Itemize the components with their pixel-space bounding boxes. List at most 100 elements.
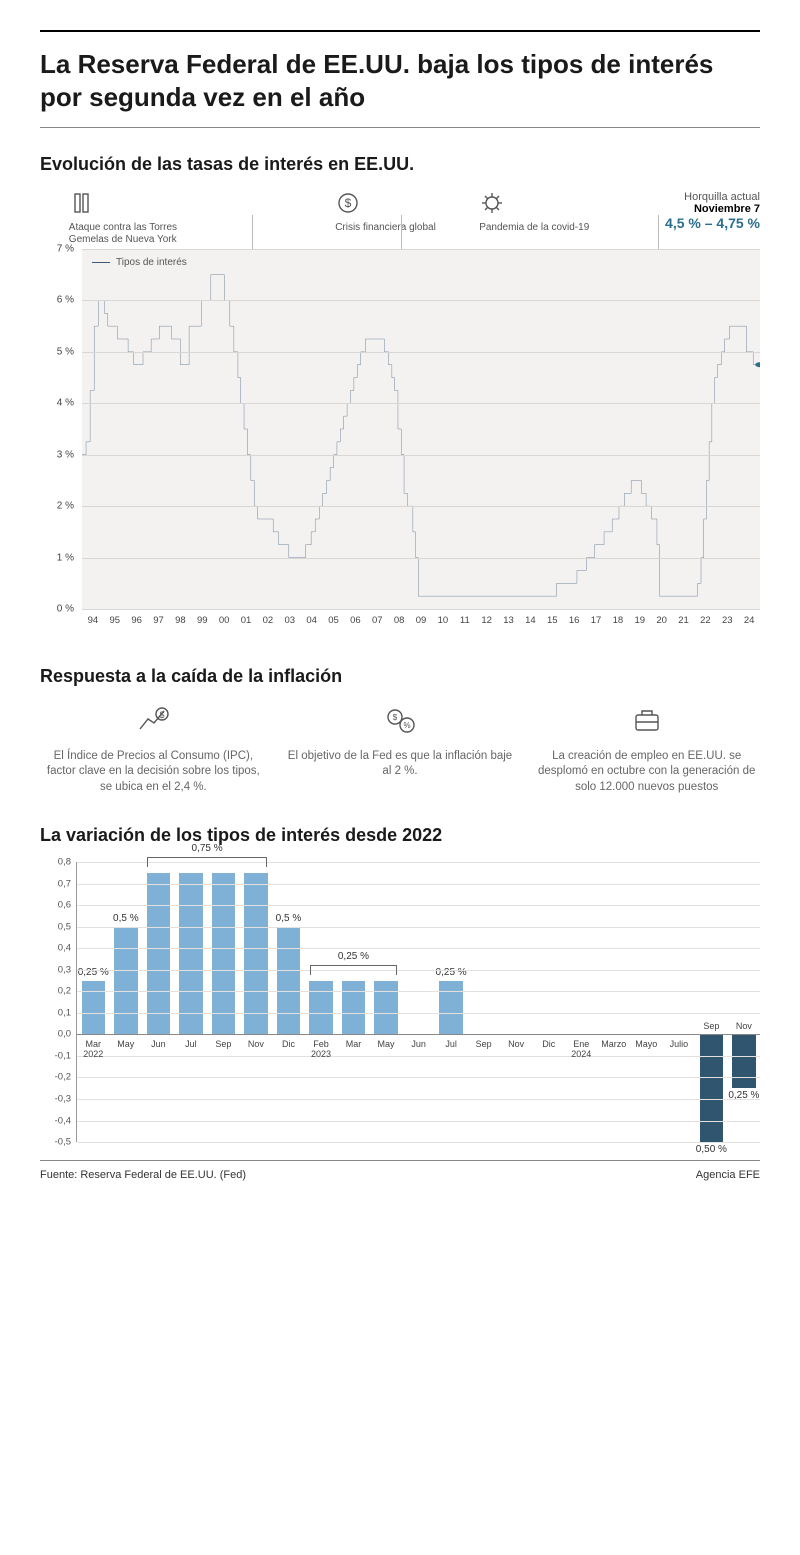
bar-x-label: Sep: [467, 1040, 500, 1060]
y-axis-label: 6 %: [44, 295, 74, 306]
bar-chart-section: La variación de los tipos de interés des…: [40, 825, 760, 1142]
x-axis-label: 98: [170, 615, 192, 626]
info-card: $%El objetivo de la Fed es que la inflac…: [287, 705, 514, 795]
bar-gridline: [77, 927, 760, 928]
bar-y-label: 0,3: [45, 964, 71, 975]
x-axis-label: 99: [191, 615, 213, 626]
x-axis-label: 95: [104, 615, 126, 626]
bar-slot: [565, 862, 598, 1142]
bar: [439, 981, 462, 1035]
thin-rule: [40, 127, 760, 128]
bar-y-label: 0,8: [45, 857, 71, 868]
bar-y-label: -0,1: [45, 1050, 71, 1061]
bar-slot: [337, 862, 370, 1142]
bar-slot: [305, 862, 338, 1142]
bar-slot: [175, 862, 208, 1142]
bar-y-label: -0,3: [45, 1093, 71, 1104]
bar-x-label: Mar: [337, 1040, 370, 1060]
card-text: El Índice de Precios al Consumo (IPC), f…: [40, 749, 267, 796]
svg-text:$: $: [345, 196, 352, 210]
gridline: [82, 249, 760, 250]
bar-x-label: Mar2022: [77, 1040, 110, 1060]
virus-icon: [479, 191, 589, 220]
gridline: [82, 300, 760, 301]
top-rule: [40, 30, 760, 32]
gridline: [82, 455, 760, 456]
bar: [244, 873, 267, 1035]
bar: [277, 927, 300, 1035]
bar: [374, 981, 397, 1035]
bar-x-label: Mayo: [630, 1040, 663, 1060]
bar-slot: [532, 862, 565, 1142]
bar-x-label: Marzo: [598, 1040, 631, 1060]
towers-icon: [69, 191, 199, 220]
x-axis-label: 96: [126, 615, 148, 626]
info-title: Respuesta a la caída de la inflación: [40, 666, 760, 687]
annotation-leader: [658, 215, 659, 249]
bar-x-label: Nov: [728, 1022, 761, 1042]
bar-gridline: [77, 1121, 760, 1122]
x-axis-label: 11: [454, 615, 476, 626]
svg-text:$: $: [160, 710, 165, 720]
x-axis-label: 00: [213, 615, 235, 626]
footer-source: Fuente: Reserva Federal de EE.UU. (Fed): [40, 1169, 246, 1181]
bracket: [147, 857, 267, 867]
gridline: [82, 352, 760, 353]
linechart-plot: Tipos de interés 0 %1 %2 %3 %4 %5 %6 %7 …: [82, 249, 760, 609]
x-axis-label: 04: [301, 615, 323, 626]
bar-slot: 0,50 %: [695, 862, 728, 1142]
bar-slot: 0,5 %: [272, 862, 305, 1142]
bar-y-label: 0,1: [45, 1007, 71, 1018]
gridline: [82, 506, 760, 507]
bar-x-label: Dic: [272, 1040, 305, 1060]
bar-gridline: [77, 1077, 760, 1078]
annotation-leader: [252, 215, 253, 249]
annotation: Ataque contra las Torres Gemelas de Nuev…: [69, 191, 199, 247]
bar-gridline: [77, 991, 760, 992]
footer: Fuente: Reserva Federal de EE.UU. (Fed) …: [40, 1160, 760, 1181]
bar-y-label: 0,0: [45, 1029, 71, 1040]
barchart-xlabels: Mar2022MayJunJulSepNovDicFeb2023MarMayJu…: [77, 1036, 760, 1060]
bar-slot: 0,25 %: [77, 862, 110, 1142]
target-percent-icon: $%: [287, 705, 514, 741]
info-section: Respuesta a la caída de la inflación $ El…: [40, 666, 760, 795]
bar-slot: 0,25 %: [728, 862, 761, 1142]
bar-gridline: [77, 905, 760, 906]
x-axis-label: 18: [607, 615, 629, 626]
current-date: Noviembre 7: [665, 203, 760, 215]
zero-line: [77, 1034, 760, 1035]
svg-text:$: $: [393, 713, 398, 722]
bar-y-label: 0,6: [45, 900, 71, 911]
bar-x-label: Jun: [142, 1040, 175, 1060]
footer-agency: Agencia EFE: [696, 1169, 760, 1181]
bar-slot: [598, 862, 631, 1142]
gridline: [82, 609, 760, 610]
bar-slot: [207, 862, 240, 1142]
x-axis-label: 22: [695, 615, 717, 626]
bar-slot: [467, 862, 500, 1142]
x-axis-label: 07: [366, 615, 388, 626]
bar-slot: [142, 862, 175, 1142]
current-label: Horquilla actual: [665, 191, 760, 203]
bar-y-label: 0,5: [45, 921, 71, 932]
x-axis-label: 03: [279, 615, 301, 626]
bar-x-label: Ene2024: [565, 1040, 598, 1060]
x-axis-label: 14: [520, 615, 542, 626]
linechart-wrap: Tipos de interés 0 %1 %2 %3 %4 %5 %6 %7 …: [40, 249, 760, 626]
gridline: [82, 403, 760, 404]
x-axis-label: 10: [432, 615, 454, 626]
bar-value-label: 0,25 %: [78, 967, 109, 978]
current-value: 4,5 % – 4,75 %: [665, 215, 760, 231]
bar-x-label: Nov: [240, 1040, 273, 1060]
bar: [147, 873, 170, 1035]
bar-y-label: -0,2: [45, 1072, 71, 1083]
x-axis-label: 19: [629, 615, 651, 626]
bar-slot: 0,5 %: [110, 862, 143, 1142]
x-axis-label: 21: [673, 615, 695, 626]
bar-y-label: 0,7: [45, 878, 71, 889]
x-axis-label: 97: [148, 615, 170, 626]
x-axis-label: 05: [323, 615, 345, 626]
barchart-plot: 0,25 %0,5 %0,5 %0,25 %0,50 %0,25 % -0,5-…: [76, 862, 760, 1142]
x-axis-label: 08: [388, 615, 410, 626]
y-axis-label: 1 %: [44, 552, 74, 563]
